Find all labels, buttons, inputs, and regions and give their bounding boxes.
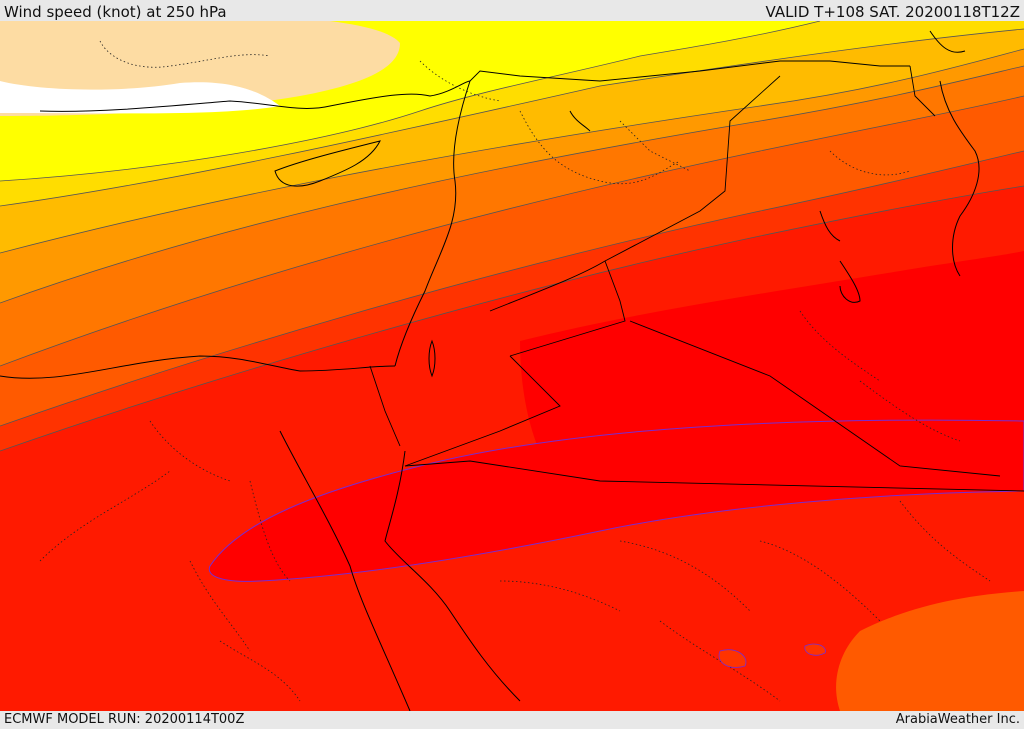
band-white [0,81,280,114]
model-run: ECMWF MODEL RUN: 20200114T00Z [4,712,245,727]
coastlines [0,30,980,711]
core-lobe-south2 [804,643,826,656]
contour-lines [0,21,1024,452]
wind-speed-map [0,21,1024,711]
borders [369,60,1024,492]
header-bar: Wind speed (knot) at 250 hPa VALID T+108… [0,0,1024,21]
band-red3-core [208,419,1024,582]
band-orange3-se [836,591,1024,711]
core-lobe-south [718,649,747,668]
internal-borders [39,40,991,702]
footer-bar: ECMWF MODEL RUN: 20200114T00Z ArabiaWeat… [0,711,1024,729]
map-title: Wind speed (knot) at 250 hPa [4,3,227,21]
credit: ArabiaWeather Inc. [895,712,1020,727]
valid-time: VALID T+108 SAT. 20200118T12Z [765,3,1020,21]
